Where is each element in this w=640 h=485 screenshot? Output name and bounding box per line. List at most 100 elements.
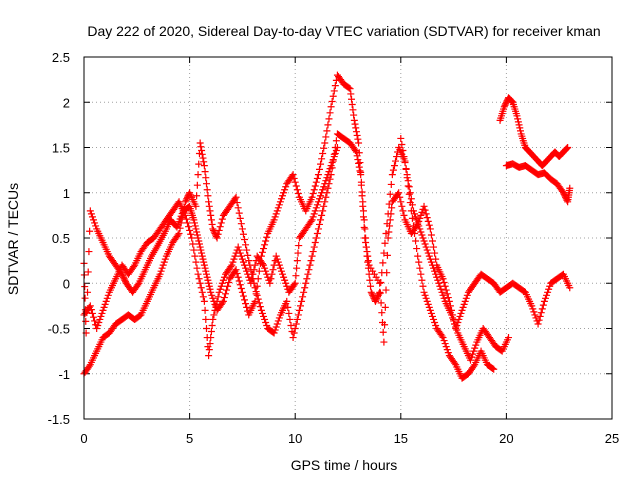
data-point xyxy=(202,270,210,278)
data-point xyxy=(392,157,400,165)
data-point xyxy=(414,219,422,227)
data-point xyxy=(192,225,200,233)
data-point xyxy=(378,309,386,317)
data-point xyxy=(242,300,250,308)
data-point xyxy=(82,317,90,325)
data-point xyxy=(222,290,230,298)
data-point xyxy=(191,252,199,260)
data-point xyxy=(319,186,327,194)
data-point xyxy=(187,230,195,238)
data-point xyxy=(458,306,466,314)
x-tick-label: 10 xyxy=(288,431,302,446)
data-point xyxy=(280,189,288,197)
data-point xyxy=(418,231,426,239)
data-point xyxy=(308,216,316,224)
data-point xyxy=(331,150,339,158)
data-point xyxy=(430,243,438,251)
data-point xyxy=(86,302,94,310)
data-point xyxy=(198,147,206,155)
data-point xyxy=(212,302,220,310)
data-point xyxy=(291,178,299,186)
data-point xyxy=(321,198,329,206)
data-point xyxy=(287,321,295,329)
data-point xyxy=(350,111,358,119)
data-point xyxy=(292,182,300,190)
data-point xyxy=(238,225,246,233)
data-point xyxy=(302,279,310,287)
data-point xyxy=(281,186,289,194)
data-point xyxy=(205,202,213,210)
data-point xyxy=(422,210,430,218)
data-point xyxy=(437,285,445,293)
data-point xyxy=(500,103,508,111)
data-point xyxy=(208,321,216,329)
data-point xyxy=(271,213,279,221)
data-point xyxy=(186,226,194,234)
data-point xyxy=(315,165,323,173)
data-point xyxy=(258,260,266,268)
data-point xyxy=(355,139,363,147)
data-point xyxy=(362,243,370,251)
data-point xyxy=(314,198,322,206)
data-point xyxy=(249,270,257,278)
data-point xyxy=(275,201,283,209)
data-point xyxy=(414,252,422,260)
data-point xyxy=(444,294,452,302)
data-point xyxy=(81,283,89,291)
data-point xyxy=(350,116,358,124)
data-point xyxy=(207,328,215,336)
data-point xyxy=(195,160,203,168)
data-point xyxy=(433,273,441,281)
data-point xyxy=(85,362,93,370)
data-point xyxy=(412,213,420,221)
data-point xyxy=(535,316,543,324)
data-point xyxy=(393,153,401,161)
data-point xyxy=(423,297,431,305)
data-point xyxy=(383,251,391,259)
data-point xyxy=(291,279,299,287)
data-point xyxy=(252,288,260,296)
data-point xyxy=(231,195,239,203)
data-point xyxy=(199,293,207,301)
data-point xyxy=(318,189,326,197)
data-point xyxy=(424,300,432,308)
data-point xyxy=(210,228,218,236)
data-point xyxy=(282,183,290,191)
data-point xyxy=(283,297,291,305)
data-point xyxy=(386,216,394,224)
data-point xyxy=(315,195,323,203)
data-point xyxy=(388,171,396,179)
data-point xyxy=(400,211,408,219)
data-point xyxy=(214,230,222,238)
data-point xyxy=(273,320,281,328)
data-point xyxy=(412,237,420,245)
data-point xyxy=(272,210,280,218)
data-point xyxy=(194,171,202,179)
data-point xyxy=(299,293,307,301)
data-point xyxy=(258,248,266,256)
data-point xyxy=(237,285,245,293)
data-point xyxy=(324,184,332,192)
data-point xyxy=(260,245,268,253)
data-point xyxy=(322,193,330,201)
data-point xyxy=(274,317,282,325)
data-point xyxy=(505,334,513,342)
data-point xyxy=(538,305,546,313)
data-point xyxy=(383,269,391,277)
data-point xyxy=(228,261,236,269)
data-point xyxy=(361,225,369,233)
data-point xyxy=(398,202,406,210)
data-point xyxy=(439,275,447,283)
data-point xyxy=(374,293,382,301)
data-point xyxy=(364,252,372,260)
data-point xyxy=(468,353,476,361)
data-point xyxy=(381,239,389,247)
data-point xyxy=(181,211,189,219)
data-point xyxy=(190,246,198,254)
data-point xyxy=(242,264,250,272)
data-point xyxy=(326,165,334,173)
y-tick-label: -1 xyxy=(58,367,70,382)
data-point xyxy=(314,171,322,179)
data-point xyxy=(290,329,298,337)
data-point xyxy=(213,234,221,242)
